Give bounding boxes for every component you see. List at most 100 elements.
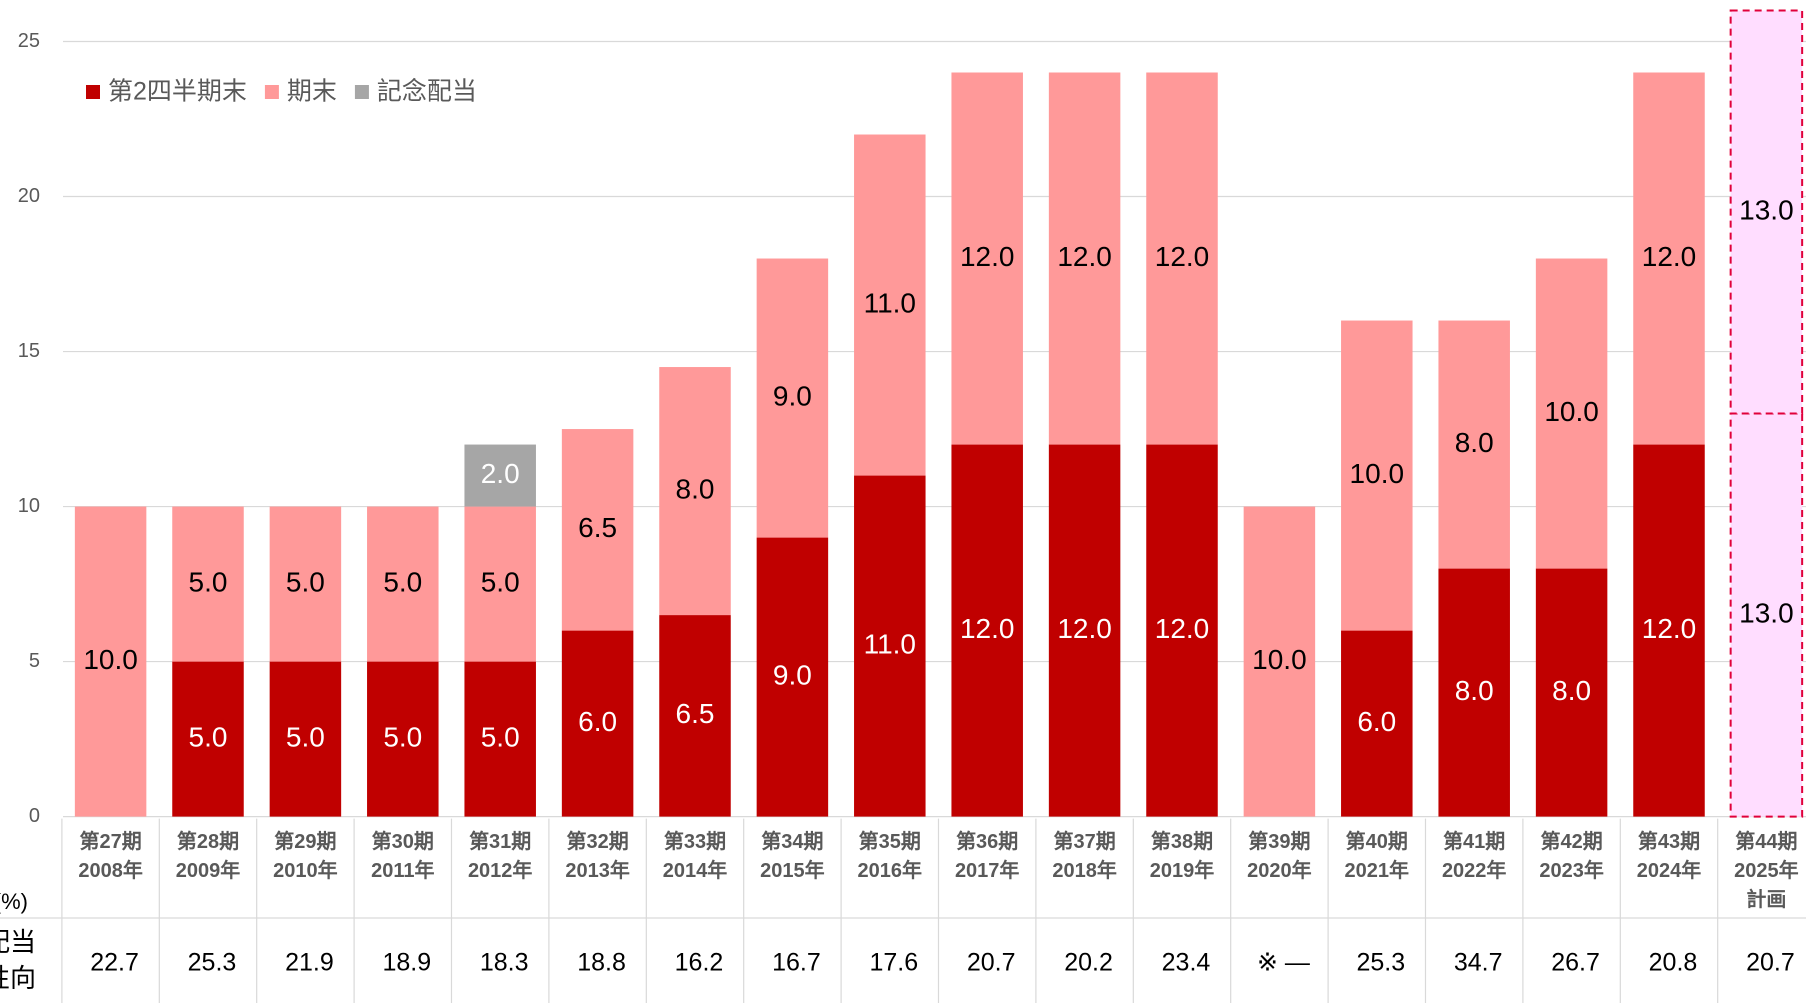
legend-swatch xyxy=(86,85,100,99)
x-tick-label: 第44期 2025年計画 xyxy=(1734,829,1799,911)
table-value: 20.7 xyxy=(967,949,1016,977)
table-value: 26.7 xyxy=(1551,949,1600,977)
data-label: 12.0 xyxy=(1155,241,1210,272)
bar-segment xyxy=(464,506,536,662)
data-label: 12.0 xyxy=(1642,241,1697,272)
legend-swatch xyxy=(354,85,369,99)
bar-segment xyxy=(1633,444,1705,817)
x-tick-label: 第36期 2017年 xyxy=(955,829,1020,882)
table-row-label: 配当 xyxy=(0,927,36,957)
bar-segment xyxy=(756,537,829,817)
data-label: 6.0 xyxy=(578,706,617,737)
data-label: 5.0 xyxy=(383,721,422,752)
data-label: 8.0 xyxy=(1455,427,1494,458)
data-label: 12.0 xyxy=(1642,613,1697,644)
data-label: 13.0 xyxy=(1739,597,1794,628)
y-tick-label: 25 xyxy=(18,30,40,52)
x-tick-label: 第35期 2016年 xyxy=(858,829,923,882)
x-tick-label: 第42期 2023年 xyxy=(1539,829,1604,882)
table-row-label: 性向 xyxy=(0,963,36,993)
data-label: 11.0 xyxy=(864,287,916,318)
data-label: 10.0 xyxy=(83,644,138,675)
bar-segment xyxy=(854,134,926,476)
data-label: 5.0 xyxy=(481,566,520,597)
bar-segment xyxy=(1729,9,1804,415)
data-label: 5.0 xyxy=(286,721,325,752)
data-label: 12.0 xyxy=(1057,241,1112,272)
y-tick-label: 10 xyxy=(18,495,40,517)
bar-segment xyxy=(951,444,1023,817)
y-tick-label: 15 xyxy=(18,340,40,362)
table-value: 25.3 xyxy=(188,949,237,977)
bar-segment xyxy=(1535,568,1608,817)
x-tick-label: 第30期 2011年 xyxy=(371,829,434,882)
bar-segment xyxy=(854,475,926,817)
legend-swatch xyxy=(264,85,279,99)
data-label: 5.0 xyxy=(481,721,520,752)
legend-label: 期末 xyxy=(287,78,337,106)
bar-segment xyxy=(172,506,244,662)
bar-segment xyxy=(74,506,147,817)
data-label: 12.0 xyxy=(960,613,1015,644)
bar-segment xyxy=(1048,72,1121,445)
x-tick-label: 第38期 2019年 xyxy=(1150,829,1215,882)
bar-segment xyxy=(1243,506,1316,817)
bar-segment xyxy=(269,661,342,817)
data-label: 8.0 xyxy=(1455,675,1494,706)
data-label: 9.0 xyxy=(773,659,812,690)
x-tick-label: 第32期 2013年 xyxy=(565,829,630,882)
bar-segment xyxy=(172,661,244,817)
table-value: 16.7 xyxy=(772,949,821,977)
x-tick-label: 第34期 2015年 xyxy=(760,829,825,882)
x-tick-label: 第29期 2010年 xyxy=(273,829,338,882)
bar-segment xyxy=(1438,320,1510,569)
data-label: 8.0 xyxy=(1552,675,1591,706)
bar-segment xyxy=(464,444,536,507)
data-label: 6.5 xyxy=(578,512,617,543)
data-label: 6.5 xyxy=(676,698,715,729)
bar-segment xyxy=(1146,444,1218,817)
x-tick-label: 第28期 2009年 xyxy=(176,829,241,882)
table-value: 18.3 xyxy=(480,949,529,977)
table-value: 23.4 xyxy=(1162,949,1211,977)
x-tick-label: 第41期 2022年 xyxy=(1442,829,1507,882)
data-label: 12.0 xyxy=(1155,613,1210,644)
bar-segment xyxy=(561,630,634,817)
data-label: 5.0 xyxy=(189,566,228,597)
data-label: 5.0 xyxy=(189,721,228,752)
table-value: 21.9 xyxy=(285,949,334,977)
bar-segment xyxy=(1438,568,1510,817)
table-value: ※ — xyxy=(1257,949,1310,977)
table-value: 20.7 xyxy=(1746,949,1795,977)
x-tick-label: 第27期 2008年 xyxy=(78,829,143,882)
bar-segment xyxy=(561,429,634,631)
table-value: 18.8 xyxy=(577,949,626,977)
bar-segment xyxy=(1729,412,1804,818)
data-label: 10.0 xyxy=(1544,396,1599,427)
data-label: 12.0 xyxy=(1057,613,1112,644)
y-tick-label: 0 xyxy=(29,805,40,827)
bar-segment xyxy=(367,506,439,662)
table-value: 16.2 xyxy=(675,949,724,977)
x-tick-label: 第33期 2014年 xyxy=(663,829,728,882)
table-value: 17.6 xyxy=(869,949,918,977)
y-tick-label: 5 xyxy=(29,650,40,672)
data-label: 8.0 xyxy=(676,473,715,504)
bar-segment xyxy=(464,661,536,817)
bar-segment xyxy=(1633,72,1705,445)
data-label: 12.0 xyxy=(960,241,1015,272)
x-tick-label: 第31期 2012年 xyxy=(468,829,533,882)
x-tick-label: 第39期 2020年 xyxy=(1247,829,1312,882)
data-label: 6.0 xyxy=(1357,706,1396,737)
x-tick-label: 第40期 2021年 xyxy=(1345,829,1410,882)
table-value: 22.7 xyxy=(90,949,139,977)
bar-segment xyxy=(659,367,731,616)
bar-segment xyxy=(1048,444,1121,817)
table-value: 20.8 xyxy=(1649,949,1698,977)
table-value: 20.2 xyxy=(1064,949,1113,977)
data-label: 5.0 xyxy=(383,566,422,597)
data-label: 9.0 xyxy=(773,380,812,411)
table-value: 34.7 xyxy=(1454,949,1503,977)
data-label: 13.0 xyxy=(1739,194,1794,225)
